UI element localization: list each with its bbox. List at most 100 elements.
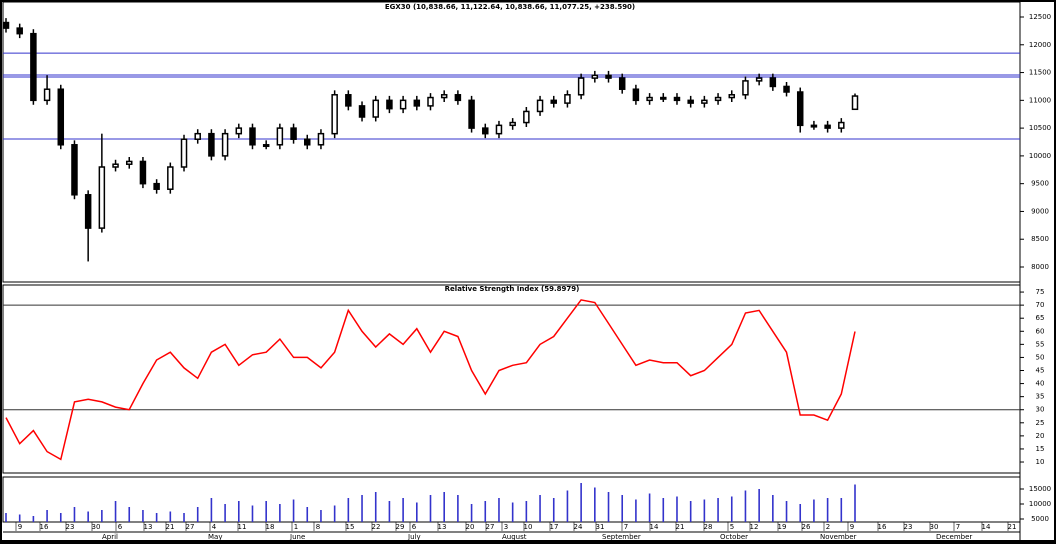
- x-tick-label: 21: [676, 523, 685, 531]
- candle-body: [714, 96, 722, 102]
- volume-bar: [443, 492, 445, 522]
- x-tick-label: 7: [956, 523, 960, 531]
- y-tick-label: 9000: [1031, 207, 1049, 215]
- x-tick-label: 11: [238, 523, 247, 531]
- candle-body: [180, 138, 188, 168]
- candle-body: [290, 127, 297, 140]
- volume-bar: [662, 498, 665, 522]
- x-tick-label: 30: [930, 523, 939, 531]
- volume-bar: [374, 492, 377, 522]
- candle-body: [783, 85, 790, 93]
- candle-body: [440, 94, 448, 99]
- candle-body: [331, 94, 338, 135]
- x-tick-label: 6: [412, 523, 417, 531]
- volume-bar: [73, 507, 76, 522]
- y-tick-label: 11000: [1029, 96, 1051, 104]
- volume-bar: [566, 490, 569, 522]
- candle-body: [769, 77, 777, 88]
- candle-body: [810, 124, 818, 128]
- volume-bar: [744, 490, 747, 522]
- volume-bar: [607, 492, 610, 522]
- x-tick-label: 7: [624, 523, 628, 531]
- x-tick-label: 9: [850, 523, 854, 531]
- x-tick-label: 16: [40, 523, 49, 531]
- x-tick-label: 14: [650, 523, 659, 531]
- x-tick-label: 6: [118, 523, 123, 531]
- x-tick-label: 3: [504, 523, 508, 531]
- month-label: September: [602, 533, 641, 541]
- volume-bar: [210, 498, 213, 522]
- y-tick-label: 40: [1036, 380, 1045, 388]
- candle-body: [153, 182, 160, 190]
- candle-body: [194, 132, 201, 140]
- candle-body: [249, 127, 256, 146]
- volume-bar: [320, 510, 322, 522]
- x-tick-label: 15: [346, 523, 355, 531]
- volume-bar: [87, 511, 89, 522]
- candle-body: [701, 99, 708, 104]
- y-tick-label: 70: [1036, 301, 1045, 309]
- volume-bar: [183, 513, 185, 522]
- volume-bar: [511, 502, 514, 522]
- volume-bar: [758, 489, 760, 522]
- candle-body: [618, 77, 626, 90]
- y-tick-label: 20: [1036, 432, 1045, 440]
- candle-body: [468, 99, 475, 129]
- y-tick-label: 12500: [1029, 13, 1051, 21]
- volume-bar: [594, 487, 596, 522]
- volume-bar: [155, 513, 158, 522]
- rsi-line: [5, 299, 856, 461]
- volume-bar: [539, 495, 541, 522]
- volume-bar: [498, 498, 500, 522]
- volume-bar: [224, 504, 226, 522]
- candle-body: [577, 77, 585, 96]
- y-tick-label: 35: [1036, 393, 1045, 401]
- candle-body: [591, 74, 599, 79]
- volume-bar: [470, 504, 473, 522]
- candle-body: [57, 88, 65, 146]
- candle-body: [673, 96, 681, 102]
- volume-bar: [676, 496, 678, 522]
- candle-body: [139, 160, 147, 185]
- candle-body: [742, 80, 749, 96]
- volume-bar: [306, 507, 309, 522]
- x-tick-label: 23: [904, 523, 913, 531]
- month-label: October: [720, 533, 748, 541]
- volume-bar: [840, 498, 843, 522]
- y-tick-label: 8000: [1031, 263, 1049, 271]
- y-tick-label: 5000: [1031, 515, 1049, 523]
- candle-body: [98, 166, 106, 229]
- candle-body: [386, 99, 393, 110]
- y-tick-label: 50: [1036, 353, 1045, 361]
- volume-bar: [265, 501, 267, 522]
- candle-body: [838, 121, 845, 129]
- x-tick-label: 13: [438, 523, 447, 531]
- volume-bar: [402, 498, 404, 522]
- x-tick-label: 31: [596, 523, 605, 531]
- volume-bar: [101, 510, 103, 522]
- x-tick-label: 5: [730, 523, 734, 531]
- y-tick-label: 45: [1036, 367, 1045, 375]
- candle-body: [509, 121, 516, 127]
- x-tick-label: 10: [524, 523, 533, 531]
- y-tick-label: 55: [1036, 340, 1045, 348]
- volume-bar: [429, 495, 432, 522]
- candle-body: [345, 94, 352, 107]
- candle-body: [564, 94, 571, 104]
- x-tick-label: 18: [266, 523, 275, 531]
- candle-body: [208, 132, 215, 157]
- y-tick-label: 75: [1036, 288, 1045, 296]
- candle-body: [687, 99, 694, 104]
- candle-body: [30, 32, 37, 102]
- volume-bar: [772, 495, 774, 522]
- y-tick-label: 15: [1036, 445, 1045, 453]
- month-label: June: [289, 533, 305, 541]
- x-tick-label: 4: [212, 523, 217, 531]
- candle-body: [495, 124, 503, 135]
- volume-bar: [292, 499, 295, 522]
- candle-body: [43, 88, 51, 102]
- volume-bar: [457, 495, 459, 522]
- volume-bar: [251, 505, 254, 522]
- x-tick-label: 9: [18, 523, 22, 531]
